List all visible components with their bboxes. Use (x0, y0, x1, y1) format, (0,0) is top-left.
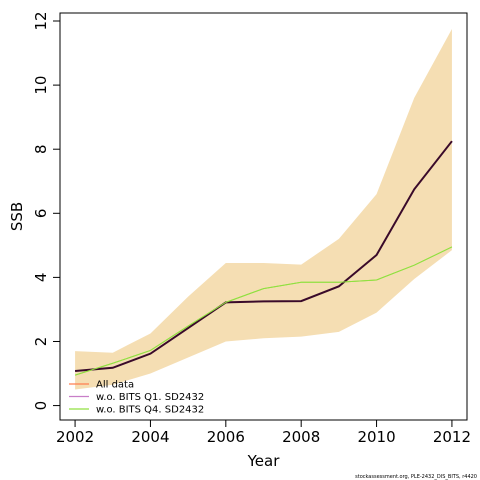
x-axis: 2002 2004 2006 2008 2010 2012 (56, 420, 471, 446)
band-area (75, 29, 452, 390)
y-tick-label: 12 (32, 11, 50, 30)
x-tick-label: 2008 (282, 428, 320, 446)
main-estimate-line (74, 140, 453, 372)
y-tick-label: 2 (32, 337, 50, 347)
y-axis: 0 2 4 6 8 10 12 (32, 11, 60, 410)
x-axis-title: Year (247, 452, 281, 470)
confidence-band (75, 29, 452, 390)
y-tick-label: 4 (32, 273, 50, 283)
x-tick-label: 2004 (131, 428, 169, 446)
x-tick-label: 2012 (433, 428, 471, 446)
y-axis-title: SSB (8, 202, 26, 231)
footnote: stockassessment.org, PLE-2432_DIS_BITS, … (355, 474, 477, 480)
series-line-3-overlay (74, 246, 453, 376)
y-tick-label: 0 (32, 401, 50, 411)
plot-frame (59, 12, 468, 421)
legend-label: All data (96, 380, 134, 391)
y-tick-label: 10 (32, 76, 50, 95)
legend-label: w.o. BITS Q1. SD2432 (96, 392, 204, 403)
x-tick-label: 2002 (56, 428, 94, 446)
x-tick-label: 2006 (207, 428, 245, 446)
series-lines (74, 140, 453, 376)
y-tick-label: 6 (32, 209, 50, 219)
x-tick-label: 2010 (357, 428, 395, 446)
legend-label: w.o. BITS Q4. SD2432 (96, 405, 204, 416)
y-tick-label: 8 (32, 144, 50, 154)
